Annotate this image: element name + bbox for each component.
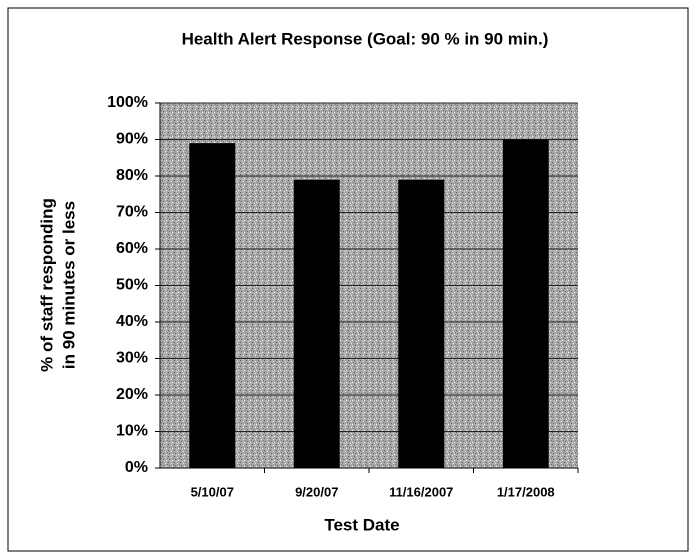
- bar: [293, 179, 340, 468]
- y-tick-label: 90%: [116, 131, 148, 148]
- y-tick-label: 20%: [116, 386, 148, 403]
- x-axis-title: Test Date: [324, 515, 399, 534]
- x-tick-label: 11/16/2007: [389, 484, 453, 499]
- y-tick-label: 0%: [125, 459, 148, 476]
- y-tick-label: 10%: [116, 423, 148, 440]
- bar: [189, 143, 236, 468]
- y-axis-title: % of staff responding in 90 minutes or l…: [37, 198, 78, 372]
- y-tick-label: 100%: [107, 94, 148, 111]
- y-tick-label: 50%: [116, 277, 148, 294]
- y-tick-label: 80%: [116, 167, 148, 184]
- y-tick-label: 40%: [116, 313, 148, 330]
- bar: [398, 179, 445, 468]
- y-tick-label: 30%: [116, 350, 148, 367]
- x-tick-label: 1/17/2008: [497, 484, 555, 499]
- x-tick-label: 5/10/07: [191, 484, 234, 499]
- y-axis-title-line: in 90 minutes or less: [59, 201, 78, 369]
- chart-title: Health Alert Response (Goal: 90 % in 90 …: [182, 29, 549, 48]
- x-tick-label: 9/20/07: [295, 484, 338, 499]
- y-tick-label: 60%: [116, 240, 148, 257]
- y-tick-label: 70%: [116, 204, 148, 221]
- y-axis-title-line: % of staff responding: [37, 198, 56, 372]
- bar: [502, 139, 549, 468]
